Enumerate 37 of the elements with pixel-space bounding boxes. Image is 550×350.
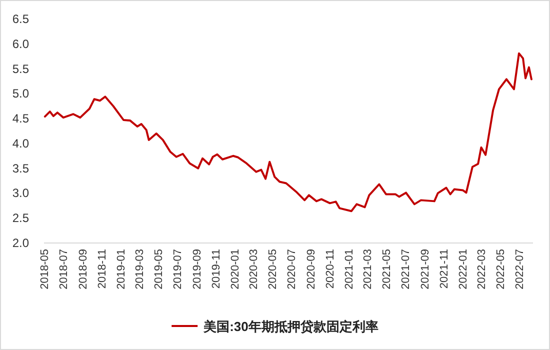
y-tick-label: 3.0 [12,186,30,200]
y-tick-label: 5.0 [12,86,30,101]
legend: 美国:30年期抵押贷款固定利率 [172,319,378,334]
x-tick-label: 2020-01 [229,249,242,290]
x-tick-label: 2021-05 [381,249,394,290]
x-tick-label: 2022-01 [457,249,470,290]
x-tick-label: 2019-05 [152,249,165,290]
x-tick-label: 2019-11 [210,249,222,289]
x-tick-label: 2021-03 [362,249,374,290]
x-tick-label: 2020-09 [306,249,318,290]
x-tick-label: 2020-03 [248,249,260,290]
x-tick-label: 2022-07 [514,249,526,290]
y-tick-label: 6.5 [12,12,30,26]
x-tick-label: 2021-07 [400,249,412,290]
y-tick-label: 5.5 [12,62,30,76]
x-tick-label: 2021-11 [438,249,450,289]
y-tick-label: 2.5 [12,211,30,226]
x-tick-label: 2018-07 [58,249,70,290]
x-tick-label: 2020-07 [286,249,298,290]
x-tick-label: 2018-09 [77,249,90,290]
x-tick-label: 2018-11 [96,249,108,289]
x-tick-label: 2019-07 [172,249,184,290]
y-tick-label: 3.5 [12,161,30,176]
x-tick-label: 2019-01 [115,249,128,290]
x-tick-label: 2018-05 [39,249,51,290]
x-tick-label: 2022-05 [494,249,507,290]
x-tick-label: 2020-11 [324,249,337,289]
x-tick-label: 2021-01 [344,249,356,290]
x-tick-label: 2020-05 [267,249,280,290]
y-tick-label: 2.0 [12,236,30,250]
x-tick-label: 2019-03 [134,249,146,290]
y-tick-label: 4.5 [12,112,30,126]
y-tick-label: 6.0 [12,36,30,51]
x-tick-label: 2021-09 [419,249,432,290]
x-tick-label: 2019-09 [191,249,204,290]
y-tick-label: 4.0 [12,136,30,150]
x-tick-label: 2022-03 [476,249,488,290]
